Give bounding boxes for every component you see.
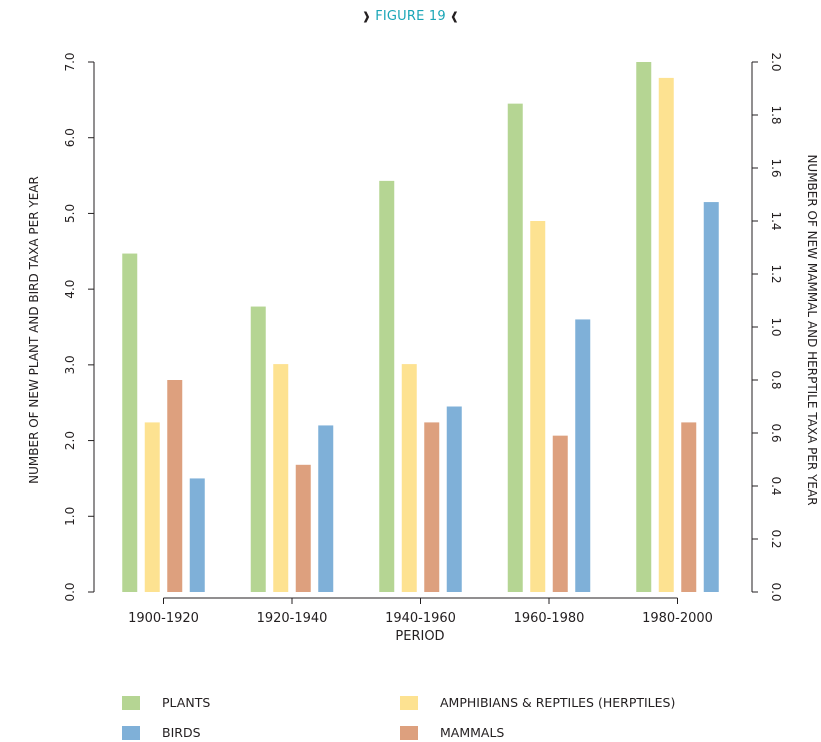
bar-plants: [250, 306, 266, 592]
x-category-label: 1920-1940: [257, 611, 328, 626]
x-axis-label: PERIOD: [395, 629, 444, 644]
bar-plants: [122, 253, 138, 593]
y-tick-label-left: 7.0: [63, 52, 77, 71]
chevron-left-icon: ❰: [449, 10, 460, 23]
figure-label: FIGURE 19: [375, 9, 446, 24]
x-category-label: 1980-2000: [642, 611, 713, 626]
bar-birds: [318, 425, 334, 592]
bar-herptiles: [530, 221, 546, 592]
y-tick-label-right: 1.4: [769, 211, 783, 230]
x-category-label: 1960-1980: [514, 611, 585, 626]
bar-herptiles: [658, 77, 674, 592]
figure-title: ❱ FIGURE 19 ❰: [0, 9, 821, 24]
bar-mammals: [295, 464, 311, 592]
y-tick-label-right: 1.8: [769, 105, 783, 124]
y-tick-label-right: 0.8: [769, 370, 783, 389]
x-category-label: 1940-1960: [385, 611, 456, 626]
x-category-label: 1900-1920: [128, 611, 199, 626]
y-tick-label-left: 4.0: [63, 280, 77, 299]
bar-birds: [189, 478, 205, 592]
y-tick-label-right: 0.2: [769, 529, 783, 548]
bar-mammals: [552, 435, 568, 592]
y-tick-label-right: 0.0: [769, 582, 783, 601]
y-tick-label-right: 1.2: [769, 264, 783, 283]
bar-mammals: [424, 422, 440, 592]
bar-plants: [636, 62, 652, 592]
bar-birds: [446, 406, 462, 592]
y-tick-label-left: 2.0: [63, 431, 77, 450]
y-axis-right-label: NUMBER OF NEW MAMMAL AND HERPTILE TAXA P…: [805, 154, 819, 505]
bar-plants: [507, 103, 523, 593]
y-tick-label-left: 3.0: [63, 355, 77, 374]
bar-herptiles: [144, 422, 160, 592]
y-tick-label-right: 1.0: [769, 317, 783, 336]
y-axis-left-label: NUMBER OF NEW PLANT AND BIRD TAXA PER YE…: [27, 176, 41, 484]
bar-plants: [379, 180, 395, 592]
bar-herptiles: [401, 364, 417, 592]
y-tick-label-left: 5.0: [63, 204, 77, 223]
y-tick-label-right: 1.6: [769, 158, 783, 177]
axes: 0.0 1.0 2.0 3.0 4.0 5.0 6.0 7.0 0.0 0.2 0.4 0.6 0.8 1…: [63, 52, 783, 626]
bar-herptiles: [273, 364, 289, 592]
y-tick-label-left: 6.0: [63, 128, 77, 147]
y-tick-label-right: 2.0: [769, 52, 783, 71]
bar-mammals: [681, 422, 697, 592]
bar-mammals: [167, 380, 183, 592]
y-tick-label-right: 0.4: [769, 476, 783, 495]
y-tick-label-right: 0.6: [769, 423, 783, 442]
chevron-right-icon: ❱: [361, 10, 372, 23]
bars: [122, 62, 719, 593]
bar-birds: [703, 202, 719, 593]
y-tick-label-left: 0.0: [63, 582, 77, 601]
y-tick-label-left: 1.0: [63, 507, 77, 526]
bar-birds: [575, 319, 591, 592]
